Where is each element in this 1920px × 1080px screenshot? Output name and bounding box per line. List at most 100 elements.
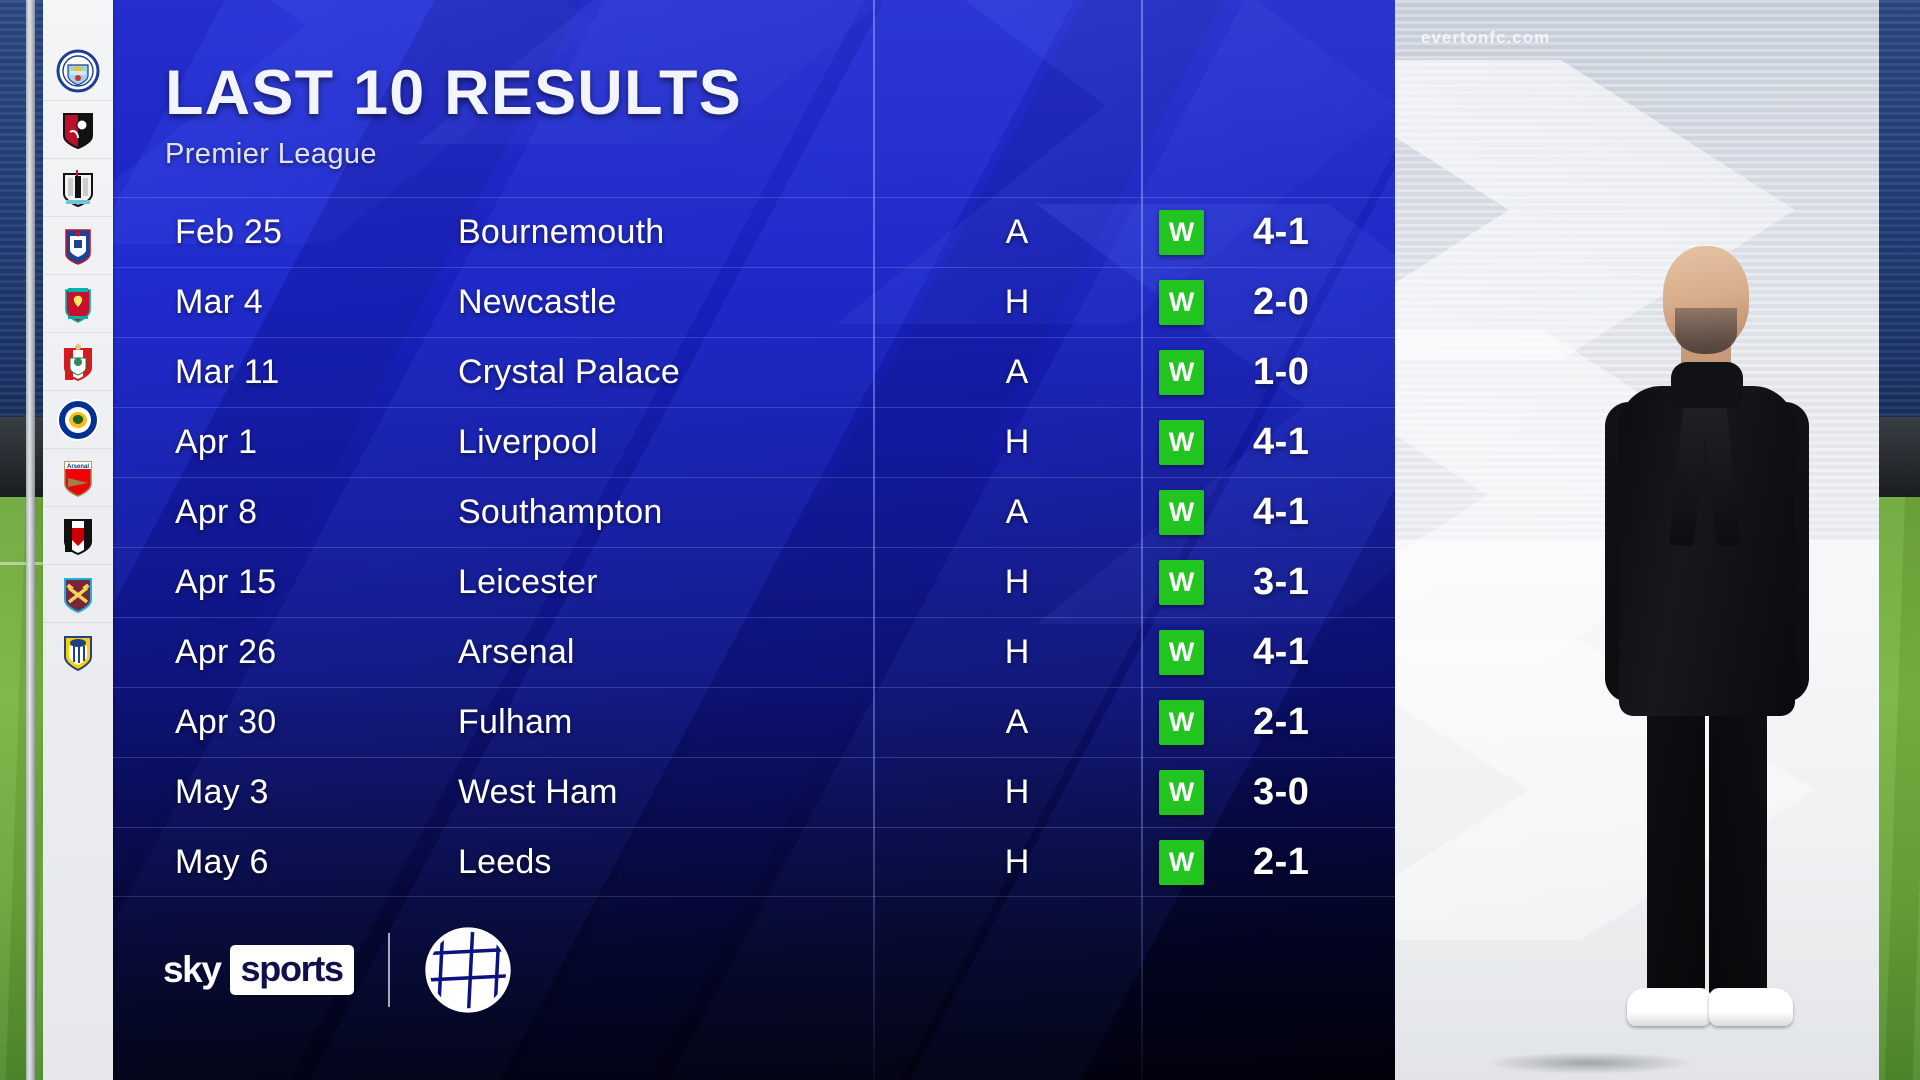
result-score: 2-0 <box>1253 281 1310 323</box>
camera-post-left <box>26 0 35 1080</box>
arsenal-crest: Arsenal <box>56 456 100 500</box>
result-score: 3-1 <box>1253 561 1310 603</box>
crest-cell-newcastle <box>43 158 113 216</box>
figure-leg-right <box>1709 698 1767 998</box>
result-opponent: Leeds <box>458 842 552 881</box>
result-venue: A <box>1005 493 1029 531</box>
table-row: Feb 25 Bournemouth A W 4-1 <box>113 197 1395 267</box>
panel-vignette <box>113 0 1395 1080</box>
result-venue: H <box>1004 842 1030 881</box>
result-opponent: Newcastle <box>458 283 617 321</box>
result-venue: A <box>1005 703 1029 741</box>
result-opponent: Southampton <box>458 493 663 531</box>
crest-cell-bournemouth <box>43 100 113 158</box>
southampton-crest <box>56 340 100 384</box>
crystal-palace-crest <box>56 224 100 268</box>
result-outcome-badge: W <box>1159 420 1204 465</box>
fulham-crest <box>56 514 100 558</box>
result-date: Apr 1 <box>175 423 258 461</box>
kick-it-out-logo <box>424 926 512 1014</box>
result-score: 2-1 <box>1253 701 1310 743</box>
result-opponent: Liverpool <box>458 423 598 461</box>
figure-leg-left <box>1647 698 1705 998</box>
manager-photo-panel: evertonfc.com <box>1395 0 1879 1080</box>
column-divider-venue <box>873 0 875 1080</box>
result-date: May 6 <box>175 842 269 881</box>
sports-wordmark-box: sports <box>229 945 354 995</box>
leicester-crest <box>56 398 100 442</box>
header: LAST 10 RESULTS Premier League <box>165 62 742 171</box>
result-opponent: West Ham <box>458 773 618 811</box>
result-date: Apr 26 <box>175 633 277 671</box>
column-divider-result <box>1141 0 1143 1080</box>
table-row: May 6 Leeds H W 2-1 <box>113 827 1395 897</box>
result-outcome-badge: W <box>1159 560 1204 605</box>
result-opponent: Arsenal <box>458 633 575 671</box>
result-score: 4-1 <box>1253 631 1310 673</box>
figure-shoe-left <box>1627 988 1711 1026</box>
leeds-crest <box>56 630 100 674</box>
crest-cell-leicester <box>43 390 113 448</box>
result-score: 3-0 <box>1253 771 1310 813</box>
manager-figure <box>1591 246 1821 1046</box>
crest-cell-crystal-palace <box>43 216 113 274</box>
result-date: Feb 25 <box>175 213 283 251</box>
competition-subtitle: Premier League <box>165 138 377 170</box>
table-row: Apr 30 Fulham A W 2-1 <box>113 687 1395 757</box>
result-venue: A <box>1005 353 1029 391</box>
sky-sports-logo: sky sports <box>163 945 354 995</box>
sports-wordmark: sports <box>240 948 345 989</box>
results-panel <box>113 0 1395 1080</box>
result-opponent: Crystal Palace <box>458 353 680 391</box>
result-venue: H <box>1004 773 1030 811</box>
figure-shoe-right <box>1709 988 1793 1026</box>
page-title: LAST 10 RESULTS <box>165 58 742 128</box>
table-row: Apr 1 Liverpool H W 4-1 <box>113 407 1395 477</box>
liverpool-crest <box>56 282 100 326</box>
club-crest-rail: Arsenal <box>43 0 113 1080</box>
result-score: 2-1 <box>1253 840 1310 883</box>
crest-cell-arsenal: Arsenal <box>43 448 113 506</box>
figure-turtleneck <box>1671 362 1743 408</box>
svg-text:Arsenal: Arsenal <box>67 464 89 470</box>
crest-cell-liverpool <box>43 274 113 332</box>
result-outcome-badge: W <box>1159 280 1204 325</box>
crest-cell-fulham <box>43 506 113 564</box>
result-outcome-badge: W <box>1159 839 1204 885</box>
crest-cell-west-ham <box>43 564 113 622</box>
results-table: Feb 25 Bournemouth A W 4-1 Mar 4 Newcastle H W 2-… <box>113 197 1395 897</box>
table-row: Mar 4 Newcastle H W 2-0 <box>113 267 1395 337</box>
footer-logos: sky sports <box>163 926 512 1014</box>
result-venue: H <box>1004 283 1030 321</box>
result-date: Apr 15 <box>175 563 277 601</box>
west-ham-crest <box>56 572 100 616</box>
result-venue: H <box>1004 423 1030 461</box>
result-score: 1-0 <box>1253 351 1310 393</box>
table-row: Apr 26 Arsenal H W 4-1 <box>113 617 1395 687</box>
table-row: Apr 15 Leicester H W 3-1 <box>113 547 1395 617</box>
crest-cell-leeds <box>43 622 113 680</box>
logo-separator <box>387 933 390 1007</box>
result-opponent: Fulham <box>458 703 573 741</box>
result-outcome-badge: W <box>1159 770 1204 815</box>
result-outcome-badge: W <box>1159 700 1204 745</box>
result-venue: H <box>1004 563 1030 601</box>
crest-cell-southampton <box>43 332 113 390</box>
table-row: Mar 11 Crystal Palace A W 1-0 <box>113 337 1395 407</box>
manchester-city-crest <box>56 49 100 93</box>
result-date: Apr 8 <box>175 493 258 531</box>
result-outcome-badge: W <box>1159 350 1204 395</box>
result-score: 4-1 <box>1253 491 1310 533</box>
result-date: May 3 <box>175 773 269 811</box>
newcastle-crest <box>56 166 100 210</box>
result-outcome-badge: W <box>1159 630 1204 675</box>
result-outcome-badge: W <box>1159 490 1204 535</box>
result-opponent: Bournemouth <box>458 213 665 251</box>
result-date: Mar 11 <box>175 353 280 391</box>
crest-cell-manchester-city <box>43 42 113 100</box>
result-outcome-badge: W <box>1159 210 1204 255</box>
figure-beard <box>1675 308 1737 354</box>
table-row: May 3 West Ham H W 3-0 <box>113 757 1395 827</box>
sky-wordmark: sky <box>163 949 222 990</box>
figure-shadow <box>1483 1052 1694 1074</box>
